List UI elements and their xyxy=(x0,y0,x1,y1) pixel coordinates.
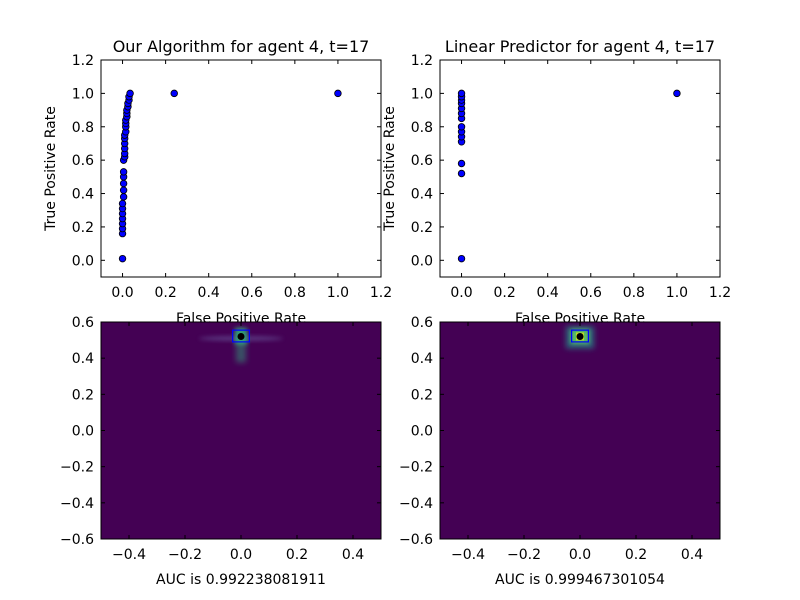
x-tick-label: 1.2 xyxy=(709,285,731,301)
scatter-point xyxy=(457,89,466,98)
x-tick-label: 1.0 xyxy=(327,285,349,301)
plot-area-2 xyxy=(439,59,721,278)
scatter-point xyxy=(126,89,134,98)
auc-label-4: AUC is 0.999467301054 xyxy=(495,572,665,588)
x-tick-label: 0.0 xyxy=(569,547,591,563)
x-tick-label: 0.2 xyxy=(286,547,308,563)
y-ticks-1: 0.0 0.2 0.4 0.6 0.8 1.0 1.2 xyxy=(72,53,381,269)
x-ticks-1: 0.0 0.2 0.4 0.6 0.8 1.0 1.2 xyxy=(111,60,392,301)
chart-title-1: Our Algorithm for agent 4, t=17 xyxy=(113,37,370,56)
scatter-point xyxy=(457,254,466,263)
scatter-point xyxy=(119,186,128,194)
x-tick-label: 0.4 xyxy=(537,285,559,301)
y-tick-label: −0.2 xyxy=(399,460,433,476)
y-ticks-2: 0.0 0.2 0.4 0.6 0.8 1.0 1.2 xyxy=(411,53,720,269)
y-tick-label: −0.6 xyxy=(60,532,94,548)
scatter-point xyxy=(673,89,681,98)
y-tick-label: 0.4 xyxy=(72,187,94,203)
x-tick-label: 0.6 xyxy=(241,285,263,301)
y-ticks-4: −0.6 −0.4 −0.2 0.0 0.2 0.4 0.6 xyxy=(399,315,720,548)
y-tick-label: 1.2 xyxy=(72,53,94,69)
x-tick-label: 0.0 xyxy=(111,285,133,301)
x-tick-label: −0.2 xyxy=(507,547,541,563)
x-ticks-2: 0.0 0.2 0.4 0.6 0.8 1.0 1.2 xyxy=(450,60,731,301)
y-tick-label: 0.0 xyxy=(411,424,433,440)
scatter-point xyxy=(119,168,128,176)
y-tick-label: −0.4 xyxy=(399,496,433,512)
y-tick-label: 0.8 xyxy=(411,120,433,136)
y-tick-label: 1.0 xyxy=(72,86,94,102)
peak-box-4 xyxy=(570,329,589,343)
x-tick-label: 0.0 xyxy=(450,285,472,301)
auc-label-3: AUC is 0.992238081911 xyxy=(156,572,326,588)
points-2 xyxy=(457,89,681,263)
chart-title-2: Linear Predictor for agent 4, t=17 xyxy=(445,37,715,56)
scatter-point xyxy=(118,254,127,263)
x-tick-label: 1.0 xyxy=(666,285,688,301)
plot-area-1 xyxy=(100,59,382,278)
x-tick-label: 0.4 xyxy=(681,547,703,563)
scatter-point xyxy=(457,123,466,131)
x-tick-label: 0.8 xyxy=(284,285,306,301)
y-tick-label: 1.0 xyxy=(411,86,433,102)
scatter-point xyxy=(119,179,128,188)
x-tick-label: −0.4 xyxy=(112,547,146,563)
y-tick-label: 0.4 xyxy=(411,351,433,367)
scatter-point xyxy=(457,159,466,168)
x-tick-label: −0.4 xyxy=(451,547,485,563)
heatmap-glow-tail xyxy=(236,328,246,363)
scatter-point xyxy=(170,89,178,98)
y-tick-label: 0.0 xyxy=(72,253,94,269)
y-tick-label: 0.4 xyxy=(411,187,433,203)
y-tick-label: 0.8 xyxy=(72,120,94,136)
peak-box-3 xyxy=(232,329,251,343)
x-tick-label: 0.2 xyxy=(493,285,515,301)
y-tick-label: 0.2 xyxy=(72,387,94,403)
y-tick-label: 0.6 xyxy=(411,315,433,331)
y-tick-label: 0.6 xyxy=(411,153,433,169)
y-tick-label: −0.4 xyxy=(60,496,94,512)
heatmap-background-4 xyxy=(440,322,720,539)
x-tick-label: 0.2 xyxy=(625,547,647,563)
roc-panel-our-algorithm: 0.0 0.2 0.4 0.6 0.8 1.0 1.2 0.0 0.2 0.4 0.6 0.8 1.0… xyxy=(43,37,392,327)
x-tick-label: 1.2 xyxy=(370,285,392,301)
x-tick-label: −0.2 xyxy=(168,547,202,563)
y-tick-label: 0.0 xyxy=(72,424,94,440)
y-axis-label-1: True Positive Rate xyxy=(43,106,59,232)
peak-marker-4 xyxy=(576,332,584,340)
x-tick-label: 0.6 xyxy=(580,285,602,301)
roc-panel-linear-predictor: 0.0 0.2 0.4 0.6 0.8 1.0 1.2 0.0 0.2 0.4 0.6 0.8 1.0… xyxy=(382,37,731,327)
x-ticks-3: −0.4 −0.2 0.0 0.2 0.4 xyxy=(112,322,364,563)
x-ticks-4: −0.4 −0.2 0.0 0.2 0.4 xyxy=(451,322,703,563)
scatter-point xyxy=(334,89,342,98)
y-tick-label: 1.2 xyxy=(411,53,433,69)
y-tick-label: 0.6 xyxy=(72,153,94,169)
y-tick-label: 0.2 xyxy=(411,220,433,236)
y-tick-label: 0.0 xyxy=(411,253,433,269)
y-ticks-3: −0.6 −0.4 −0.2 0.0 0.2 0.4 0.6 xyxy=(60,315,381,548)
heatmap-panel-our-algorithm: −0.4 −0.2 0.0 0.2 0.4 −0.6 −0.4 −0.2 0.0 0.2 0.4 0… xyxy=(60,315,382,588)
scatter-point xyxy=(119,193,128,201)
y-tick-label: −0.6 xyxy=(399,532,433,548)
peak-marker-3 xyxy=(237,332,245,340)
y-tick-label: 0.2 xyxy=(411,387,433,403)
heatmap-panel-linear-predictor: −0.4 −0.2 0.0 0.2 0.4 −0.6 −0.4 −0.2 0.0 0.2 0.4 0… xyxy=(399,315,721,588)
x-tick-label: 0.0 xyxy=(230,547,252,563)
x-tick-label: 0.8 xyxy=(623,285,645,301)
x-tick-label: 0.2 xyxy=(154,285,176,301)
y-tick-label: 0.6 xyxy=(72,315,94,331)
y-tick-label: 0.4 xyxy=(72,351,94,367)
x-tick-label: 0.4 xyxy=(198,285,220,301)
scatter-point xyxy=(118,199,127,208)
y-axis-label-2: True Positive Rate xyxy=(382,106,398,232)
y-tick-label: −0.2 xyxy=(60,460,94,476)
scatter-point xyxy=(457,169,466,178)
x-tick-label: 0.4 xyxy=(342,547,364,563)
points-1 xyxy=(118,89,342,263)
y-tick-label: 0.2 xyxy=(72,220,94,236)
